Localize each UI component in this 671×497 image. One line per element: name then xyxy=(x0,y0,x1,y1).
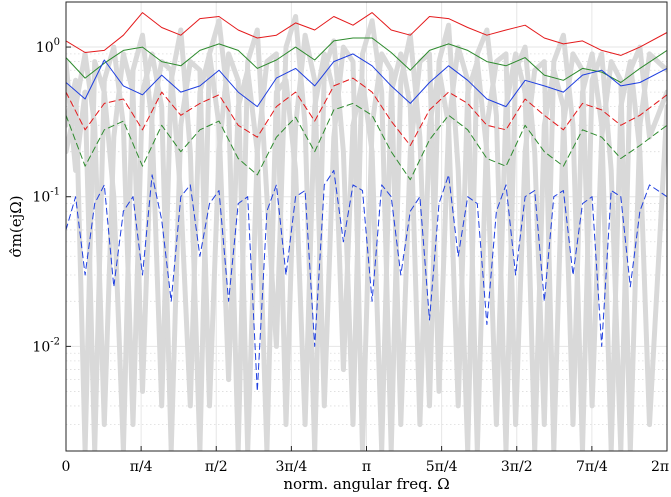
x-tick-label: 2π xyxy=(651,459,669,475)
x-tick-label: 0 xyxy=(62,459,71,475)
y-tick-label: 100 xyxy=(36,37,60,56)
series-line-7 xyxy=(66,32,667,451)
series-line-1 xyxy=(66,37,667,83)
series-line-3 xyxy=(66,77,667,146)
series-layer xyxy=(66,12,667,451)
x-axis-ticks: 0 π/4 π/2 3π/4 π 5π/4 3π/2 7π/4 2π xyxy=(62,446,669,475)
series-line-0 xyxy=(66,12,667,56)
series-line-2 xyxy=(66,53,667,108)
x-tick-label: π/2 xyxy=(205,459,228,475)
y-axis-label: σ̂m(ejΩ) xyxy=(7,195,25,257)
x-tick-label: 3π/4 xyxy=(276,459,308,475)
x-axis-label: norm. angular freq. Ω xyxy=(283,475,449,493)
x-tick-label: 5π/4 xyxy=(426,459,458,475)
x-tick-label: π/4 xyxy=(130,459,153,475)
series-line-5 xyxy=(66,169,667,392)
y-tick-label: 10-2 xyxy=(32,336,60,355)
y-axis-ticks: 10-2 10-1 100 xyxy=(32,37,71,355)
y-tick-label: 10-1 xyxy=(32,187,60,206)
series-line-8 xyxy=(66,51,667,451)
x-tick-label: 7π/4 xyxy=(576,459,608,475)
series-line-4 xyxy=(66,102,667,181)
x-tick-label: 3π/2 xyxy=(501,459,533,475)
x-tick-label: π xyxy=(362,459,371,475)
